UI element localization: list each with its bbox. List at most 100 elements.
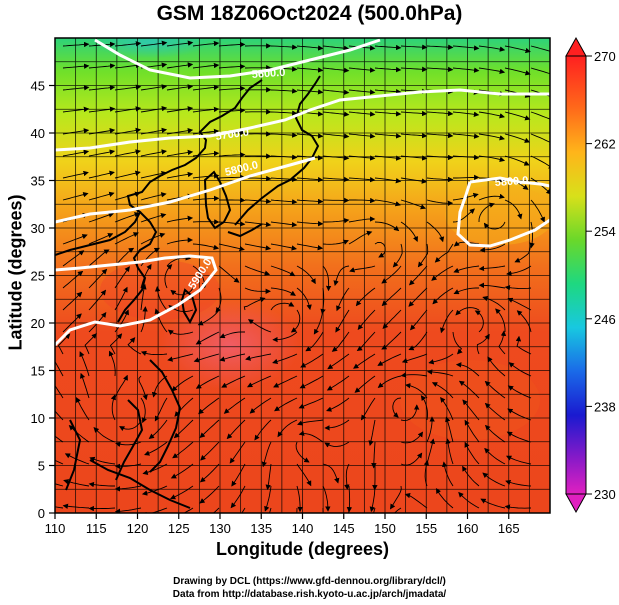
- streamline: [374, 133, 402, 139]
- streamline: [249, 397, 272, 414]
- streamline: [183, 507, 194, 513]
- streamline: [88, 149, 116, 157]
- streamline: [218, 174, 246, 181]
- streamline: [495, 308, 506, 332]
- map-grid: [55, 38, 550, 513]
- contour-label-5700: 5700.0: [215, 126, 250, 143]
- streamline: [62, 250, 85, 267]
- streamline: [167, 353, 194, 362]
- streamline: [114, 41, 142, 47]
- streamline: [88, 128, 116, 135]
- streamline: [68, 424, 90, 443]
- streamline: [426, 416, 435, 443]
- streamline: [148, 419, 168, 439]
- y-tick-label: 35: [31, 174, 45, 189]
- streamline: [505, 455, 532, 465]
- streamline: [417, 243, 429, 268]
- streamline: [322, 111, 350, 117]
- streamline: [88, 170, 115, 179]
- streamline: [394, 507, 402, 513]
- streamline: [423, 460, 429, 487]
- streamline: [88, 289, 107, 311]
- y-tick-label: 0: [38, 506, 45, 521]
- streamline: [400, 44, 428, 50]
- streamline: [244, 243, 272, 251]
- streamline: [80, 372, 90, 399]
- streamline: [140, 40, 168, 47]
- streamline: [84, 333, 97, 355]
- streamline: [348, 67, 376, 73]
- streamline: [169, 485, 194, 500]
- y-tick-label: 15: [31, 364, 45, 379]
- streamline: [218, 41, 246, 48]
- streamline: [484, 380, 506, 399]
- streamline: [452, 208, 475, 223]
- streamline: [93, 427, 116, 443]
- x-tick-label: 145: [333, 521, 355, 536]
- streamline: [400, 452, 423, 466]
- streamline: [392, 243, 403, 268]
- streamline: [114, 212, 140, 223]
- streamline: [516, 310, 532, 333]
- colorbar-scale: [565, 55, 587, 495]
- streamline: [435, 488, 454, 509]
- streamline: [166, 237, 194, 245]
- streamline: [504, 67, 531, 76]
- streamline: [192, 243, 220, 250]
- streamline: [55, 410, 64, 421]
- streamline: [371, 441, 377, 469]
- streamline: [218, 243, 245, 252]
- streamline: [151, 375, 168, 398]
- x-tick-label: 125: [168, 521, 190, 536]
- streamline: [140, 350, 168, 356]
- streamline: [296, 243, 324, 251]
- streamline: [349, 265, 376, 273]
- streamline: [353, 353, 376, 369]
- x-tick-label: 160: [457, 521, 479, 536]
- streamline: [62, 63, 90, 69]
- x-tick-label: 115: [86, 521, 107, 536]
- streamline: [88, 249, 110, 267]
- x-tick-label: 130: [209, 521, 231, 536]
- streamline: [88, 63, 116, 69]
- streamline: [452, 154, 480, 161]
- streamline: [270, 301, 295, 311]
- colorbar-tick-label: 254: [594, 224, 616, 239]
- colorbar-tick-label: 230: [594, 487, 616, 502]
- streamline: [261, 441, 272, 468]
- streamline: [484, 447, 506, 465]
- streamline: [57, 333, 71, 355]
- streamline: [270, 176, 298, 183]
- streamline: [195, 375, 220, 389]
- streamline: [140, 213, 167, 223]
- streamline: [55, 506, 64, 509]
- streamline: [296, 45, 324, 51]
- streamline: [192, 106, 220, 113]
- streamline: [192, 62, 220, 69]
- streamline: [404, 492, 428, 509]
- streamline: [192, 128, 220, 135]
- streamline: [408, 287, 428, 307]
- streamline: [400, 404, 420, 422]
- streamline: [322, 239, 349, 245]
- streamline: [226, 419, 246, 440]
- streamline: [478, 133, 505, 141]
- y-axis-ticks: 0 5 10 15 20 25 30 35 40 45: [31, 79, 55, 521]
- streamline: [290, 309, 301, 333]
- streamline: [507, 297, 532, 311]
- streamline: [296, 220, 324, 227]
- streamline: [114, 286, 128, 311]
- streamline: [377, 375, 402, 388]
- streamline: [114, 507, 142, 513]
- streamline: [215, 287, 222, 313]
- streamline: [400, 110, 428, 117]
- streamline: [478, 67, 506, 74]
- streamline: [476, 333, 490, 355]
- streamline: [219, 353, 246, 362]
- streamline: [172, 441, 194, 459]
- streamline: [244, 265, 271, 276]
- streamline: [506, 431, 532, 443]
- streamline: [88, 212, 115, 223]
- streamline: [400, 221, 418, 243]
- streamline: [327, 353, 350, 370]
